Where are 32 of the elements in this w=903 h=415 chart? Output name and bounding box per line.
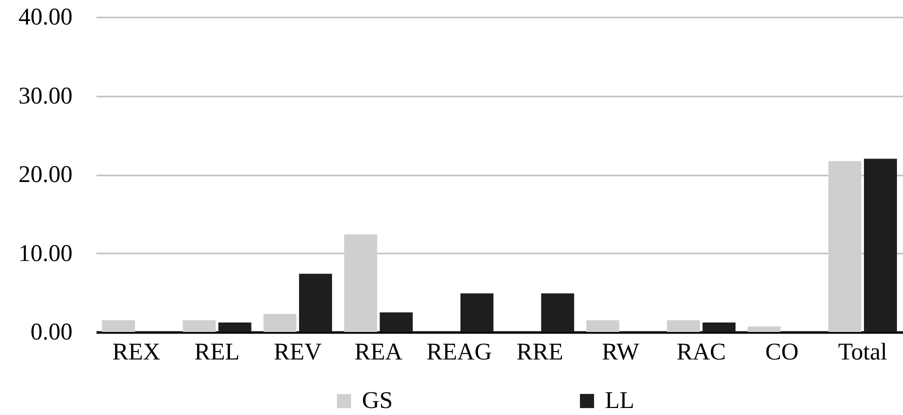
x-tick-label: Total	[838, 340, 888, 366]
bar	[541, 293, 574, 332]
x-tick-label: REX	[112, 340, 160, 366]
x-tick-label: REV	[274, 340, 322, 366]
x-tick-label: RRE	[516, 340, 564, 366]
y-tick-label: 20.00	[18, 162, 72, 188]
bar	[299, 274, 332, 332]
y-tick-label: 0.00	[30, 320, 72, 346]
bar	[380, 312, 413, 332]
legend-label: GS	[362, 388, 393, 414]
x-tick-label: REAG	[426, 340, 492, 366]
bar	[102, 320, 136, 332]
bar	[460, 293, 494, 332]
bar	[586, 320, 620, 332]
bar	[263, 314, 296, 332]
bar	[864, 158, 897, 332]
bar	[182, 320, 216, 332]
x-tick-label: RW	[602, 340, 640, 366]
bar	[702, 322, 736, 332]
x-tick-label: RAC	[676, 340, 726, 366]
bar	[218, 322, 252, 332]
bar	[748, 326, 781, 332]
y-tick-label: 30.00	[18, 83, 72, 110]
bar	[666, 320, 700, 332]
x-tick-label: CO	[765, 340, 799, 366]
legend-label: LL	[605, 388, 634, 414]
bar	[828, 161, 862, 332]
bar	[344, 234, 378, 332]
y-tick-label: 40.00	[18, 4, 72, 30]
x-tick-label: REL	[194, 340, 240, 366]
y-tick-label: 10.00	[18, 240, 72, 267]
x-tick-label: REA	[354, 340, 404, 366]
